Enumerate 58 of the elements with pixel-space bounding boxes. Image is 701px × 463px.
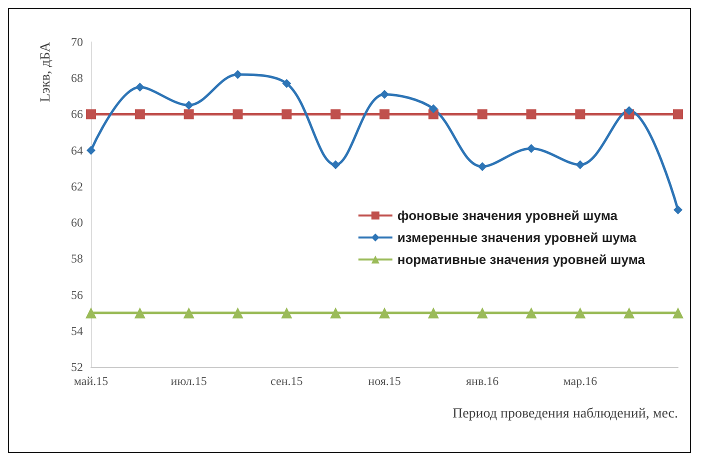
point bbox=[673, 109, 683, 120]
point bbox=[282, 109, 292, 120]
y-tick-label: 68 bbox=[71, 71, 83, 86]
point bbox=[672, 307, 684, 318]
point bbox=[330, 307, 342, 318]
point bbox=[380, 109, 390, 120]
point bbox=[526, 307, 537, 318]
point bbox=[282, 79, 292, 88]
point bbox=[574, 307, 586, 318]
y-tick-label: 66 bbox=[71, 107, 83, 122]
y-tick-label: 60 bbox=[71, 216, 83, 230]
point bbox=[183, 307, 194, 318]
point bbox=[232, 109, 243, 120]
point bbox=[526, 144, 536, 154]
point bbox=[380, 90, 389, 99]
point bbox=[624, 307, 635, 318]
y-tick-label: 64 bbox=[71, 143, 83, 158]
point bbox=[379, 307, 390, 318]
point bbox=[184, 100, 194, 110]
x-tick-label: янв.16 bbox=[466, 374, 499, 388]
point bbox=[428, 307, 439, 318]
point bbox=[576, 160, 585, 170]
x-tick-label: ноя.15 bbox=[368, 374, 401, 388]
point bbox=[624, 106, 634, 116]
x-tick-label: сен.15 bbox=[270, 374, 303, 388]
x-tick-label: июл.15 bbox=[170, 374, 207, 388]
y-axis-title: Lэкв, дБА bbox=[38, 41, 54, 102]
point bbox=[478, 162, 487, 172]
point bbox=[184, 109, 194, 120]
y-tick-label: 52 bbox=[71, 360, 83, 374]
point bbox=[526, 109, 536, 120]
y-tick-label: 62 bbox=[71, 179, 83, 194]
point bbox=[281, 307, 292, 318]
legend-label: нормативные значения уровней шума bbox=[397, 252, 646, 267]
point bbox=[232, 307, 244, 318]
point bbox=[134, 109, 145, 120]
point bbox=[477, 109, 488, 120]
x-axis-title: Период проведения наблюдений, мес. bbox=[452, 406, 678, 422]
point bbox=[86, 307, 96, 318]
point bbox=[331, 160, 340, 170]
point bbox=[86, 146, 96, 155]
point bbox=[86, 109, 96, 120]
point bbox=[330, 109, 341, 120]
point bbox=[428, 104, 438, 114]
point bbox=[575, 109, 586, 120]
x-tick-label: мар.16 bbox=[563, 374, 598, 388]
point bbox=[233, 70, 242, 79]
y-tick-label: 70 bbox=[71, 35, 83, 49]
point bbox=[476, 307, 488, 318]
point bbox=[135, 82, 144, 92]
x-tick-label: май.15 bbox=[74, 374, 108, 388]
y-tick-label: 56 bbox=[71, 288, 83, 302]
y-tick-label: 54 bbox=[71, 324, 83, 338]
point bbox=[674, 205, 682, 214]
legend-label: измеренные значения уровней шума bbox=[397, 230, 638, 245]
y-tick-label: 58 bbox=[71, 252, 83, 266]
point bbox=[134, 307, 146, 318]
legend-label: фоновые значения уровней шума bbox=[397, 208, 618, 223]
